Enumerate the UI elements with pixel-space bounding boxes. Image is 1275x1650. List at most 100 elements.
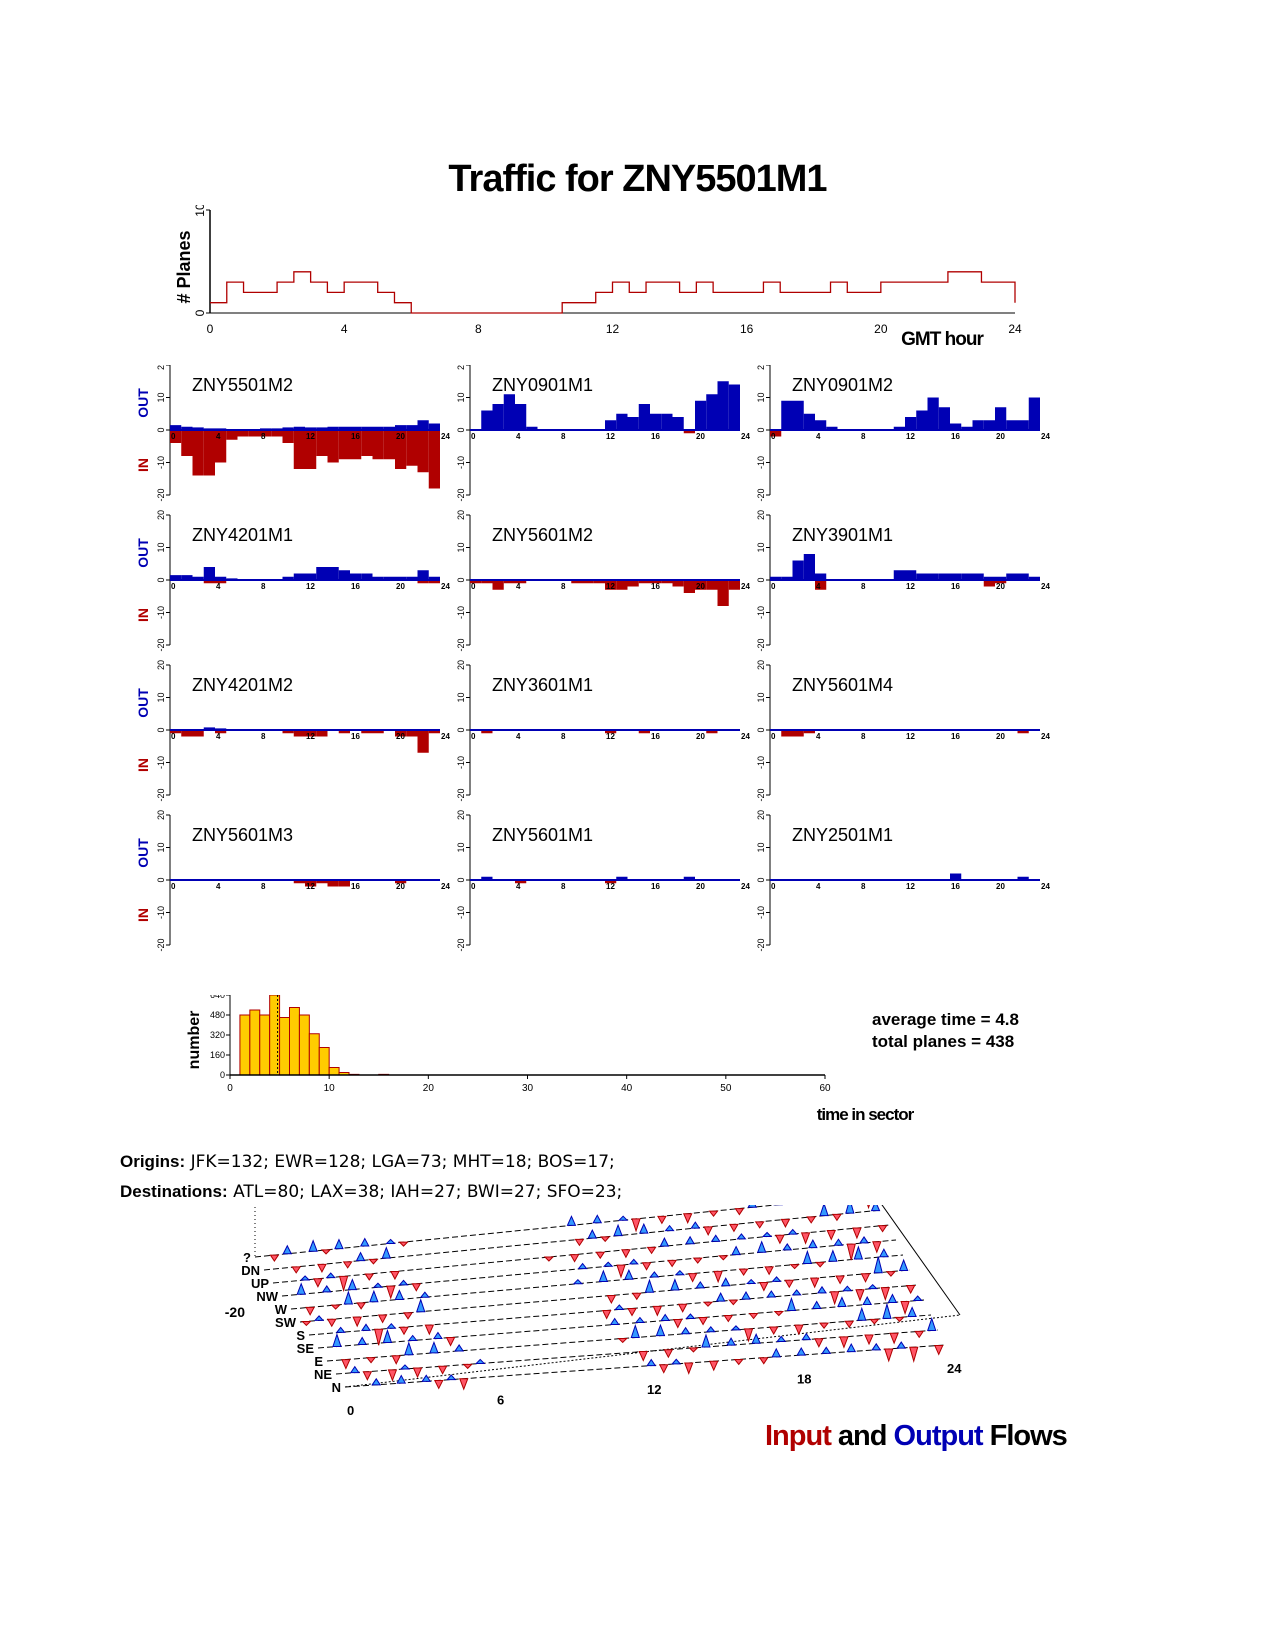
panel-x-tick-label: 4: [216, 882, 221, 891]
in-bar: [661, 580, 673, 584]
input-flow-spike: [703, 1226, 713, 1236]
legend-flows: Flows: [989, 1420, 1068, 1452]
output-flow-spike: [828, 1249, 838, 1262]
output-flow-spike: [671, 1358, 682, 1365]
out-bar: [672, 417, 684, 430]
input-flow-spike: [885, 1271, 897, 1277]
output-flow-spike: [761, 1231, 773, 1237]
output-flow-spike: [782, 1243, 793, 1251]
output-flow-spike: [313, 1315, 325, 1321]
out-bar: [938, 407, 950, 430]
destinations-text: ATL=80; LAX=38; IAH=27; BWI=27; SFO=23;: [233, 1182, 623, 1202]
panel-x-tick-label: 24: [441, 882, 450, 891]
panel-x-tick-label: 16: [651, 882, 660, 891]
in-bar: [706, 580, 718, 590]
in-bar: [417, 430, 429, 473]
panel-y-tick-label: -10: [156, 606, 166, 619]
out-bar: [428, 423, 440, 430]
output-flow-spike: [747, 1205, 758, 1208]
input-flow-spike: [352, 1316, 362, 1328]
direction-label: W: [275, 1302, 288, 1317]
output-flow-spike: [347, 1278, 358, 1291]
input-flow-spike: [698, 1317, 708, 1326]
histogram-bar: [289, 1007, 300, 1076]
in-bar: [260, 430, 272, 437]
output-flow-spike: [787, 1228, 798, 1235]
panel-x-tick-label: 24: [741, 582, 750, 591]
out-bar: [1006, 420, 1018, 430]
in-bar: [327, 880, 339, 887]
out-bar: [770, 576, 782, 580]
input-flow-spike: [800, 1232, 811, 1245]
input-flow-spike: [894, 1316, 905, 1323]
output-flow-spike: [801, 1332, 812, 1341]
output-flow-spike: [882, 1302, 892, 1319]
output-flow-spike: [862, 1295, 873, 1305]
in-bar: [395, 430, 407, 469]
output-flow-spike: [446, 1374, 457, 1381]
x-tick-label: 10: [324, 1083, 336, 1094]
output-flow-spike: [577, 1262, 588, 1270]
panel-x-tick-label: 16: [351, 432, 360, 441]
output-flow-spike: [659, 1237, 670, 1247]
input-flow-spike: [814, 1338, 824, 1348]
panel-y-tick-label: -20: [756, 488, 766, 501]
in-bar: [717, 580, 729, 606]
input-flow-spike: [663, 1349, 674, 1359]
output-flow-spike: [726, 1337, 736, 1346]
input-flow-spike: [305, 1306, 315, 1316]
panel-y-tick-label: 20: [156, 510, 166, 520]
panel-y-tick-label: 20: [456, 810, 466, 820]
output-flow-spike: [394, 1289, 405, 1300]
panel-y-tick-label: -20: [156, 638, 166, 651]
output-flow-spike: [398, 1279, 409, 1286]
panel-y-tick-label: -10: [456, 756, 466, 769]
input-flow-spike: [933, 1344, 944, 1356]
histogram-bar: [298, 1014, 310, 1076]
panel-y-tick-label: -20: [756, 638, 766, 651]
in-bar: [770, 430, 782, 437]
output-flow-spike: [736, 1233, 747, 1240]
output-flow-spike: [602, 1261, 614, 1267]
input-flow-spike: [784, 1279, 795, 1289]
out-bar: [792, 560, 804, 580]
in-bar: [271, 430, 283, 437]
input-flow-spike: [682, 1213, 693, 1224]
input-flow-spike: [391, 1355, 402, 1365]
y-tick-label: 0: [193, 309, 207, 316]
output-flow-spike: [381, 1246, 392, 1259]
out-bar: [803, 413, 815, 430]
out-bar: [995, 407, 1007, 430]
out-bar: [395, 576, 407, 580]
in-label: IN: [135, 458, 151, 472]
out-bar: [361, 573, 373, 580]
panel-x-tick-label: 0: [471, 732, 476, 741]
out-bar: [905, 570, 917, 580]
panel-x-tick-label: 4: [816, 582, 821, 591]
panel-y-tick-label: 10: [756, 692, 766, 702]
in-bar: [728, 580, 740, 590]
in-bar: [582, 580, 594, 584]
input-flow-spike: [713, 1270, 723, 1284]
legend-and: and: [837, 1420, 888, 1452]
histogram-bar: [318, 1047, 330, 1076]
output-flow-spike: [756, 1240, 767, 1253]
in-bar: [203, 430, 215, 476]
panel-zny5601m2: 20 10 0 -10 -20 0 4 8 12 16 20 24 ZNY5601M2: [456, 510, 750, 652]
output-flow-spike: [429, 1340, 439, 1354]
panel-title: ZNY2501M1: [792, 825, 893, 845]
panel-x-tick-label: 12: [906, 432, 915, 441]
panel-x-tick-label: 24: [441, 432, 450, 441]
floor-edge: [881, 1205, 961, 1316]
input-flow-spike: [601, 1310, 612, 1320]
panel-y-tick-label: 0: [456, 427, 466, 432]
panel-y-tick-label: -10: [156, 756, 166, 769]
panel-zny5601m3: 20 10 0 -10 -20 0 4 8 12 16 20 24 ZNY5601M3 OUT IN: [135, 810, 450, 952]
out-bar: [781, 400, 793, 430]
panel-x-tick-label: 12: [306, 882, 315, 891]
panel-y-tick-label: -10: [756, 756, 766, 769]
input-flow-spike: [398, 1241, 409, 1247]
in-bar: [417, 580, 429, 584]
in-bar: [605, 730, 617, 734]
panel-x-tick-label: 16: [651, 432, 660, 441]
